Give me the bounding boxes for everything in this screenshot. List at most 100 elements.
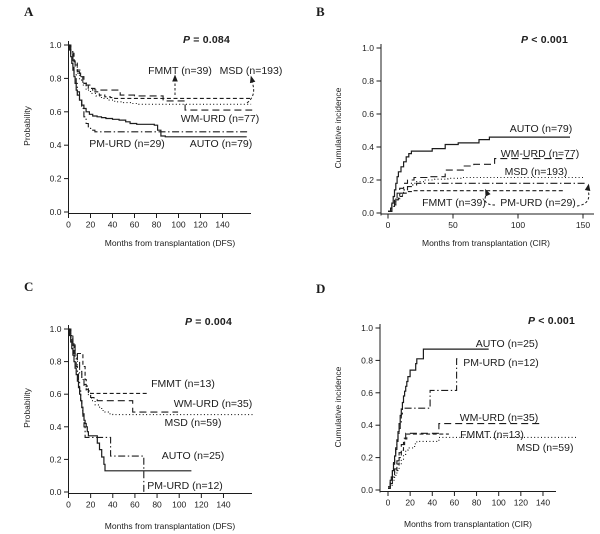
panel-C-axes	[64, 325, 252, 498]
y-tick-label: 0.4	[50, 140, 62, 150]
panel-A: 0.0 0.2 0.4 0.6 0.8 1.0 0 20 40 60 80 100 120 140 Mont…	[22, 40, 282, 248]
x-tick-label: 60	[130, 220, 140, 230]
panel-B-tick-labels: 0.0 0.2 0.4 0.6 0.8 1.0 0 50 100 150 Months from t…	[333, 43, 590, 248]
x-tick-label: 120	[194, 500, 208, 510]
panel-C-curve-wm-urd	[68, 328, 179, 413]
panel-D: 0.0 0.2 0.4 0.6 0.8 1.0 0 20 40 60 80 100 120 140 Mont…	[333, 323, 579, 529]
curve-label-fmmt: FMMT (n=13)	[460, 429, 524, 441]
curve-label-msd: MSD (n=59)	[165, 417, 222, 429]
panel-b-letter: B	[316, 4, 325, 19]
curve-label-wm-urd: WM-URD (n=35)	[174, 398, 252, 410]
curve-label-wm-urd: WM-URD (n=35)	[460, 412, 538, 424]
panel-A-curve-wm-urd	[68, 44, 253, 111]
x-tick-label: 100	[492, 498, 506, 508]
curve-label-pm-urd: PM-URD (n=12)	[147, 480, 223, 492]
x-tick-label: 140	[536, 498, 550, 508]
panel-b-pvalue: P < 0.001	[458, 34, 568, 46]
annotation-arrow	[484, 194, 496, 206]
pvalue-text: < 0.001	[528, 34, 568, 46]
y-tick-label: 0.8	[50, 357, 62, 367]
x-tick-label: 80	[152, 220, 162, 230]
panel-c-pvalue: P = 0.004	[122, 316, 232, 328]
curve-label-fmmt: FMMT (n=39)	[148, 65, 212, 77]
panel-D-curve-auto	[388, 348, 489, 488]
panel-B: 0.0 0.2 0.4 0.6 0.8 1.0 0 50 100 150 Months from t…	[333, 43, 594, 248]
annotation-arrowhead-icon	[584, 183, 591, 191]
panel-D-tick-labels: 0.0 0.2 0.4 0.6 0.8 1.0 0 20 40 60 80 100 120 140 Mont…	[333, 323, 550, 529]
x-tick-label: 0	[66, 500, 71, 510]
panel-B-curve-fmmt	[388, 190, 565, 212]
y-tick-label: 0.2	[50, 174, 62, 184]
curve-label-pm-urd: PM-URD (n=12)	[463, 357, 539, 369]
x-tick-label: 80	[472, 498, 482, 508]
panel-D-axes	[375, 324, 556, 496]
y-tick-label: 0.0	[362, 208, 374, 218]
x-tick-label: 100	[172, 500, 186, 510]
x-axis-title: Months from transplantation (DFS)	[105, 238, 236, 248]
x-tick-label: 40	[108, 500, 118, 510]
y-tick-label: 1.0	[50, 324, 62, 334]
panel-C-curve-pm-urd	[68, 328, 145, 492]
x-tick-label: 40	[108, 220, 118, 230]
curve-label-pm-urd: PM-URD (n=29)	[89, 138, 165, 150]
panel-A-curve-pm-urd	[68, 44, 249, 133]
panel-C: 0.0 0.2 0.4 0.6 0.8 1.0 0 20 40 60 80 100 120 140 Mont…	[22, 324, 254, 531]
y-axis-title: Probability	[22, 387, 32, 427]
panel-D-curve-pm-urd	[388, 358, 458, 488]
x-tick-label: 150	[576, 220, 590, 230]
x-tick-label: 100	[171, 220, 185, 230]
curve-label-fmmt: FMMT (n=39)	[422, 197, 486, 209]
x-tick-label: 140	[215, 220, 229, 230]
curve-label-auto: AUTO (n=79)	[510, 123, 573, 135]
panel-B-curve-msd	[388, 176, 583, 212]
pvalue-text: < 0.001	[535, 315, 575, 327]
panel-B-curve-auto	[388, 136, 570, 212]
curve-label-auto: AUTO (n=79)	[190, 138, 253, 150]
x-axis-title: Months from transplantation (CIR)	[404, 519, 532, 529]
y-tick-label: 0.8	[361, 355, 373, 365]
panel-C-curve-fmmt	[68, 328, 148, 394]
y-tick-label: 0.0	[50, 207, 62, 217]
y-tick-label: 0.4	[362, 142, 374, 152]
annotation-arrow	[246, 81, 255, 104]
panel-B-axes	[376, 44, 594, 219]
x-tick-label: 60	[130, 500, 140, 510]
x-tick-label: 140	[216, 500, 230, 510]
pvalue-text: = 0.084	[190, 34, 230, 46]
curve-label-wm-urd: WM-URD (n=77)	[501, 148, 579, 160]
x-tick-label: 100	[511, 220, 525, 230]
pvalue-symbol: P	[182, 34, 191, 46]
y-tick-label: 0.4	[361, 420, 373, 430]
panel-C-tick-labels: 0.0 0.2 0.4 0.6 0.8 1.0 0 20 40 60 80 100 120 140 Mont…	[22, 324, 235, 531]
annotation-arrowhead-icon	[249, 75, 256, 84]
x-tick-label: 120	[193, 220, 207, 230]
annotation-arrowhead-icon	[172, 74, 178, 82]
x-tick-label: 40	[428, 498, 438, 508]
curve-label-auto: AUTO (n=25)	[476, 338, 539, 350]
panel-A-curve-msd	[68, 44, 252, 105]
y-tick-label: 0.8	[50, 73, 62, 83]
y-tick-label: 1.0	[50, 40, 62, 50]
pvalue-symbol: P	[527, 315, 536, 327]
pvalue-text: = 0.004	[192, 316, 232, 328]
curve-label-pm-urd: PM-URD (n=29)	[500, 197, 576, 209]
panel-d-pvalue: P < 0.001	[465, 315, 575, 327]
y-tick-label: 0.6	[50, 107, 62, 117]
x-tick-label: 80	[152, 500, 162, 510]
y-tick-label: 0.2	[50, 454, 62, 464]
panel-A-tick-labels: 0.0 0.2 0.4 0.6 0.8 1.0 0 20 40 60 80 100 120 140 Mont…	[22, 40, 235, 248]
y-tick-label: 0.0	[361, 485, 373, 495]
y-tick-label: 0.6	[361, 388, 373, 398]
x-axis-title: Months from transplantation (DFS)	[105, 521, 236, 531]
y-axis-title: Cumulative incidence	[333, 87, 343, 168]
y-tick-label: 0.6	[362, 109, 374, 119]
curve-label-msd: MSD (n=193)	[220, 65, 283, 77]
y-tick-label: 0.8	[362, 76, 374, 86]
y-axis-title: Cumulative incidence	[333, 366, 343, 447]
curve-label-msd: MSD (n=193)	[505, 166, 568, 178]
annotation-arrow	[576, 189, 590, 207]
curve-label-wm-urd: WM-URD (n=77)	[181, 113, 259, 125]
panel-B-curve-wm-urd	[388, 158, 576, 212]
